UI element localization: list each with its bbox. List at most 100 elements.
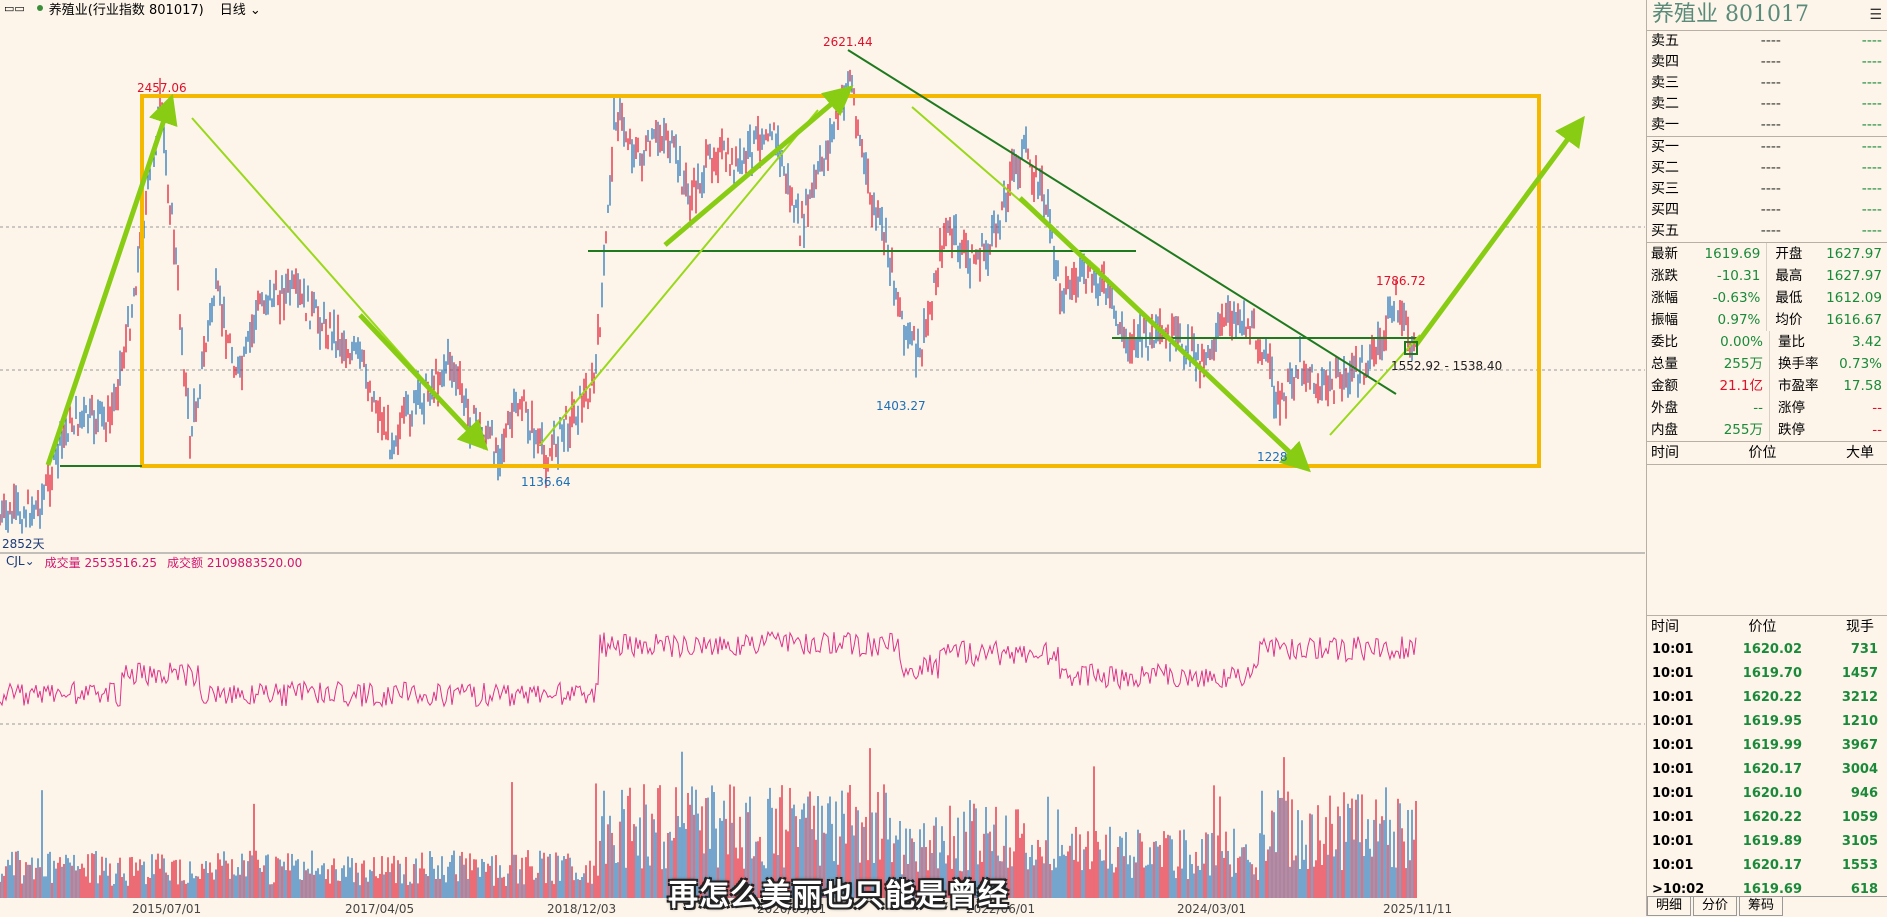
x-axis-label: 2015/07/01	[132, 902, 202, 916]
quote-key: 涨幅	[1651, 290, 1678, 306]
ask-price: ----	[1760, 96, 1781, 112]
quote-row: 委比 0.00% 量比 3.42	[1647, 331, 1887, 353]
menu-icon[interactable]: ☰	[1869, 7, 1882, 23]
quote-stats: 最新 1619.69 开盘 1627.97 涨跌 -10.31 最高 1627.97 涨幅 -0.…	[1647, 243, 1887, 442]
ask-volume: ----	[1861, 117, 1882, 133]
ask-volume: ----	[1861, 54, 1882, 70]
bid-price: ----	[1760, 202, 1781, 218]
quote-key: 最新	[1651, 246, 1678, 262]
tick-price: 1620.22	[1742, 690, 1802, 705]
tick-time: 10:01	[1652, 834, 1694, 849]
quote-key: 跌停	[1769, 419, 1830, 441]
bid-row[interactable]: 买五 ---- ----	[1647, 221, 1887, 242]
current-marker	[1404, 341, 1418, 355]
ask-row[interactable]: 卖一 ---- ----	[1647, 115, 1887, 136]
tick-qty: 946	[1850, 786, 1878, 801]
quote-key: 均价	[1766, 309, 1826, 331]
range-box	[140, 94, 1541, 468]
quote-key: 最低	[1766, 287, 1826, 309]
tick-row: >10:02 1619.69 618	[1647, 878, 1887, 902]
volume-header: CJL⌄ 成交量 2553516.25 成交额 2109883520.00	[6, 554, 302, 571]
bid-row[interactable]: 买一 ---- ----	[1647, 137, 1887, 158]
tick-row: 10:01 1620.17 1553	[1647, 854, 1887, 878]
quote-value: --	[1872, 422, 1882, 438]
quote-value: 1616.67	[1826, 312, 1882, 328]
bid-row[interactable]: 买二 ---- ----	[1647, 158, 1887, 179]
quote-key: 振幅	[1651, 312, 1678, 328]
big-order-list	[1647, 465, 1887, 615]
ask-label: 卖五	[1651, 33, 1679, 49]
ask-row[interactable]: 卖五 ---- ----	[1647, 31, 1887, 52]
quote-value: 0.73%	[1839, 356, 1882, 372]
tick-qty: 1059	[1841, 810, 1878, 825]
quote-value: --	[1872, 400, 1882, 416]
x-axis-label: 2020/09/01	[757, 902, 827, 916]
quote-key: 最高	[1766, 265, 1826, 287]
quote-value: -10.31	[1716, 268, 1761, 284]
period-selector[interactable]: 日线 ⌄	[219, 2, 261, 18]
ask-label: 卖二	[1651, 96, 1679, 112]
quote-key: 内盘	[1651, 422, 1678, 438]
ask-price: ----	[1760, 117, 1781, 133]
bid-label: 买三	[1651, 181, 1679, 197]
x-axis-label: 2018/12/03	[547, 902, 617, 916]
ask-row[interactable]: 卖二 ---- ----	[1647, 94, 1887, 115]
bid-row[interactable]: 买三 ---- ----	[1647, 179, 1887, 200]
ask-row[interactable]: 卖三 ---- ----	[1647, 73, 1887, 94]
uptrend-arrow	[663, 85, 854, 247]
low-label: 1228	[1257, 450, 1288, 464]
big-order-header: 时间 价位 大单	[1647, 442, 1887, 465]
bid-price: ----	[1760, 223, 1781, 239]
tick-row: 10:01 1619.95 1210	[1647, 710, 1887, 734]
range-label: 1552.92 - 1538.40	[1391, 359, 1502, 373]
kline-chart[interactable]: 2457.06 2621.44 1136.64 1403.27 1228 178…	[0, 0, 1645, 916]
tab-detail[interactable]: 明细	[1647, 897, 1692, 916]
quote-value: 1619.69	[1704, 246, 1761, 262]
window-icon[interactable]: ▭▭	[4, 1, 25, 15]
bid-volume: ----	[1861, 202, 1882, 218]
quote-key: 市盈率	[1769, 375, 1830, 397]
tick-price: 1619.89	[1742, 834, 1802, 849]
panel-tabs: 明细 分价 筹码	[1647, 896, 1887, 917]
ask-row[interactable]: 卖四 ---- ----	[1647, 52, 1887, 73]
quote-row: 振幅 0.97% 均价 1616.67	[1647, 309, 1887, 331]
x-axis-label: 2022/06/01	[966, 902, 1036, 916]
tick-qty: 1553	[1841, 858, 1878, 873]
downtrend-arrow	[358, 313, 489, 451]
tick-time: 10:01	[1652, 714, 1694, 729]
tick-price: 1620.10	[1742, 786, 1802, 801]
tick-qty: 3004	[1841, 762, 1878, 777]
ask-volume: ----	[1861, 96, 1882, 112]
tick-list: 10:01 1620.02 731 10:01 1619.70 1457 10:01 1620…	[1647, 638, 1887, 902]
projection-arrow	[1413, 115, 1585, 347]
candlestick-series	[0, 69, 1417, 534]
quote-row: 涨跌 -10.31 最高 1627.97	[1647, 265, 1887, 287]
quote-row: 总量 255万 换手率 0.73%	[1647, 353, 1887, 375]
chart-area[interactable]: 2457.06 2621.44 1136.64 1403.27 1228 178…	[0, 0, 1645, 916]
tick-row: 10:01 1620.10 946	[1647, 782, 1887, 806]
tick-time: 10:01	[1652, 858, 1694, 873]
volume-bars	[0, 748, 1417, 898]
quote-row: 外盘 -- 涨停 --	[1647, 397, 1887, 419]
tick-time: 10:01	[1652, 738, 1694, 753]
bid-label: 买五	[1651, 223, 1679, 239]
indicator-selector[interactable]: CJL⌄	[6, 554, 35, 568]
quote-key: 涨停	[1769, 397, 1830, 419]
x-axis-label: 2025/11/11	[1383, 902, 1453, 916]
quote-key: 涨跌	[1651, 268, 1678, 284]
tick-time: 10:01	[1652, 666, 1694, 681]
quote-row: 金额 21.1亿 市盈率 17.58	[1647, 375, 1887, 397]
bid-row[interactable]: 买四 ---- ----	[1647, 200, 1887, 221]
tab-chips[interactable]: 筹码	[1739, 897, 1784, 916]
quote-key: 金额	[1651, 378, 1678, 394]
tick-price: 1619.95	[1742, 714, 1802, 729]
bid-price: ----	[1760, 181, 1781, 197]
bid-volume: ----	[1861, 223, 1882, 239]
tab-price[interactable]: 分价	[1693, 897, 1738, 916]
ask-label: 卖四	[1651, 54, 1679, 70]
video-subtitle: 再怎么美丽也只能是曾经	[668, 878, 1009, 913]
tick-row: 10:01 1620.17 3004	[1647, 758, 1887, 782]
tick-header: 时间 价位 现手	[1647, 615, 1887, 638]
bid-label: 买二	[1651, 160, 1679, 176]
tick-price: 1620.17	[1742, 762, 1802, 777]
